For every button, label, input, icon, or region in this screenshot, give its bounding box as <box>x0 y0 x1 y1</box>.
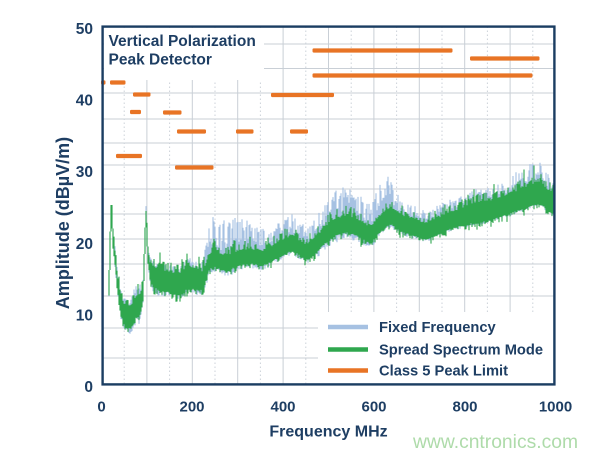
svg-text:10: 10 <box>76 307 93 324</box>
svg-text:600: 600 <box>361 399 386 416</box>
svg-text:800: 800 <box>452 399 477 416</box>
svg-text:Spread Spectrum Mode: Spread Spectrum Mode <box>379 343 543 359</box>
svg-text:Vertical Polarization: Vertical Polarization <box>109 33 256 50</box>
svg-text:1000: 1000 <box>539 399 572 416</box>
svg-text:40: 40 <box>76 93 93 110</box>
svg-text:Class 5 Peak Limit: Class 5 Peak Limit <box>379 364 508 380</box>
svg-text:Amplitude (dBµV/m): Amplitude (dBµV/m) <box>53 137 73 309</box>
svg-text:0: 0 <box>97 399 105 416</box>
svg-text:30: 30 <box>76 164 93 181</box>
svg-text:Frequency MHz: Frequency MHz <box>269 424 387 441</box>
svg-text:20: 20 <box>76 236 93 253</box>
svg-text:Peak Detector: Peak Detector <box>109 51 212 68</box>
svg-text:400: 400 <box>270 399 295 416</box>
svg-text:0: 0 <box>84 379 93 396</box>
svg-text:200: 200 <box>179 399 204 416</box>
svg-text:www.cntronics.com: www.cntronics.com <box>412 432 578 453</box>
svg-text:50: 50 <box>76 21 93 38</box>
svg-text:Fixed Frequency: Fixed Frequency <box>379 320 497 336</box>
